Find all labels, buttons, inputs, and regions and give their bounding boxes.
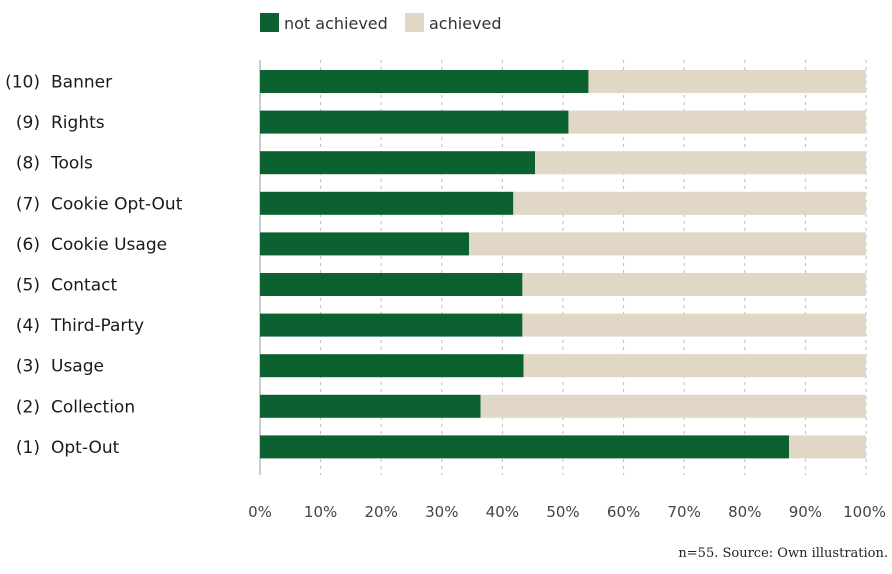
x-tick-label: 70% <box>668 503 701 521</box>
bar-not-achieved <box>260 394 481 418</box>
bar-achieved <box>513 191 866 215</box>
category-label: Tools <box>50 154 93 174</box>
bars <box>260 70 866 459</box>
category-label: Third-Party <box>50 316 144 336</box>
category-number: (1) <box>16 438 40 458</box>
bar-achieved <box>523 354 866 378</box>
bar-not-achieved <box>260 70 589 93</box>
bar-achieved <box>480 394 866 418</box>
bar-not-achieved <box>260 354 524 378</box>
legend-label-not-achieved: not achieved <box>284 14 388 33</box>
x-tick-label: 90% <box>789 503 822 521</box>
bar-achieved <box>469 232 866 256</box>
x-tick-label: 40% <box>486 503 519 521</box>
category-number: (7) <box>16 194 40 214</box>
category-number: (3) <box>16 357 40 377</box>
x-tick-label: 50% <box>546 503 579 521</box>
category-label: Usage <box>51 357 104 377</box>
x-tick-label: 60% <box>607 503 640 521</box>
category-number: (6) <box>16 235 40 255</box>
category-number: (2) <box>16 397 40 417</box>
x-tick-label: 100% <box>843 503 886 521</box>
bar-achieved <box>588 70 866 93</box>
source-note: n=55. Source: Own illustration. <box>678 546 888 561</box>
legend-swatch-achieved <box>405 13 424 32</box>
x-tick-label: 0% <box>248 503 272 521</box>
bar-not-achieved <box>260 191 514 215</box>
category-number: (4) <box>16 316 40 336</box>
category-label: Cookie Usage <box>51 235 167 255</box>
category-labels: (10) Banner (9) Rights (8) Tools (7) Cookie Opt… <box>5 73 183 458</box>
x-tick-label: 80% <box>728 503 761 521</box>
category-label: Cookie Opt-Out <box>51 194 183 214</box>
bar-not-achieved <box>260 273 523 296</box>
category-number: (5) <box>16 276 40 296</box>
category-number: (9) <box>16 113 40 133</box>
bar-not-achieved <box>260 110 569 134</box>
legend-swatch-not-achieved <box>260 13 279 32</box>
bar-not-achieved <box>260 232 470 256</box>
bar-not-achieved <box>260 151 536 175</box>
bar-not-achieved <box>260 435 790 459</box>
legend: not achieved achieved <box>260 13 502 33</box>
category-number: (8) <box>16 154 40 174</box>
bar-not-achieved <box>260 313 523 337</box>
category-number: (10) <box>5 73 40 93</box>
bar-achieved <box>789 435 866 459</box>
category-label: Banner <box>51 73 112 93</box>
x-tick-label: 30% <box>425 503 458 521</box>
x-tick-labels: 0% 10% 20% 30% 40% 50% 60% 70% 80% 90% 100% <box>248 503 886 521</box>
category-label: Contact <box>51 276 117 296</box>
bar-achieved <box>535 151 866 175</box>
category-label: Collection <box>51 397 135 417</box>
category-label: Opt-Out <box>51 438 120 458</box>
bar-achieved <box>522 313 866 337</box>
x-tick-label: 20% <box>365 503 398 521</box>
legend-label-achieved: achieved <box>429 14 502 33</box>
x-tick-label: 10% <box>304 503 337 521</box>
category-label: Rights <box>51 113 105 133</box>
bar-achieved <box>522 273 866 296</box>
bar-achieved <box>568 110 866 134</box>
